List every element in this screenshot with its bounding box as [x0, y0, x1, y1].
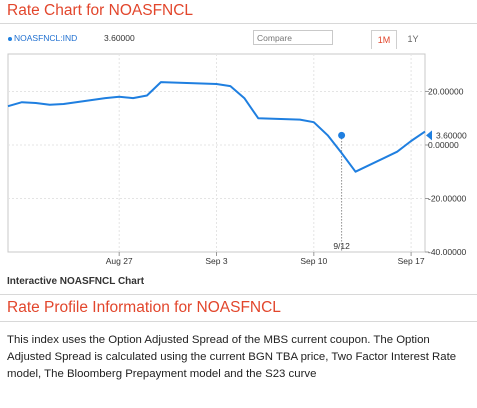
range-tab-1y[interactable]: 1Y [407, 34, 419, 44]
y-tick-label: -20.00000 [428, 193, 467, 203]
chart-title: Rate Chart for NOASFNCL [7, 2, 194, 19]
x-tick-label: Sep 3 [205, 256, 227, 266]
profile-description: This index uses the Option Adjusted Spre… [7, 334, 457, 380]
chart-area[interactable]: 20.00000 0.00000 -20.00000 -40.00000 Aug 27 S… [0, 30, 477, 266]
series-line [7, 81, 426, 173]
title-divider [0, 23, 477, 24]
legend-marker-icon [8, 37, 12, 41]
y-tick-label: 0.00000 [428, 140, 459, 150]
section-divider [0, 294, 477, 295]
x-tick-label: Sep 10 [300, 256, 327, 266]
profile-divider [0, 321, 477, 322]
y-tick-label: 20.00000 [428, 86, 464, 96]
current-value-label: 3.60000 [436, 130, 467, 140]
y-tick-label: -40.00000 [428, 247, 467, 257]
legend-ticker: NOASFNCL:IND [14, 33, 78, 43]
highlight-point [338, 131, 346, 139]
current-value-marker [426, 130, 432, 141]
crosshair-label: 9/12 [333, 241, 350, 251]
x-tick-label: Aug 27 [106, 256, 133, 266]
profile-title: Rate Profile Information for NOASFNCL [7, 299, 281, 316]
x-tick-label: Sep 17 [398, 256, 425, 266]
compare-input[interactable] [253, 30, 333, 45]
legend-value: 3.60000 [104, 33, 135, 43]
chart-caption: Interactive NOASFNCL Chart [7, 276, 145, 287]
range-tab-1m[interactable]: 1M [371, 30, 397, 49]
rate-chart[interactable]: 20.00000 0.00000 -20.00000 -40.00000 Aug 27 S… [0, 30, 477, 266]
